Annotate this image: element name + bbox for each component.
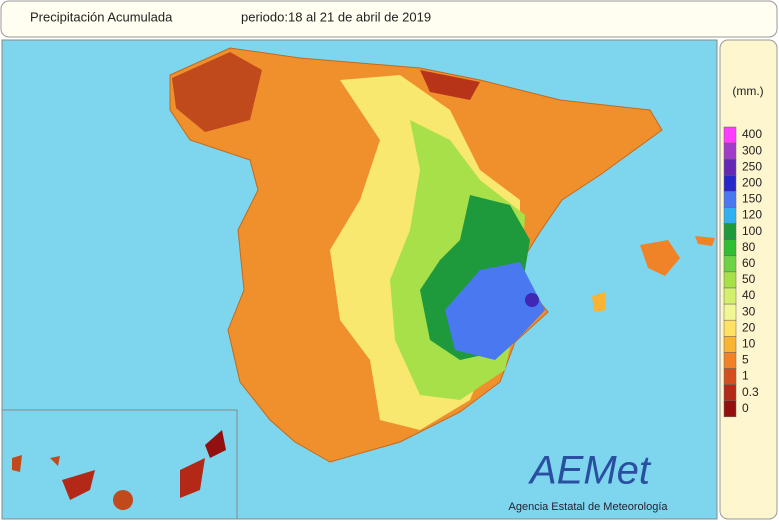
legend-swatch bbox=[723, 352, 737, 369]
legend-label: 1 bbox=[742, 369, 749, 383]
legend-label: 400 bbox=[742, 127, 762, 141]
legend-swatch bbox=[723, 400, 737, 418]
logo-name: AEMet bbox=[528, 449, 652, 493]
legend-label: 100 bbox=[742, 224, 762, 238]
legend-swatch bbox=[723, 368, 737, 385]
legend-swatch bbox=[723, 158, 737, 176]
legend-swatch bbox=[723, 303, 737, 321]
legend-label: 10 bbox=[742, 337, 756, 351]
legend-swatch bbox=[723, 287, 737, 305]
island bbox=[12, 455, 22, 472]
legend-label: 150 bbox=[742, 192, 762, 206]
max-spot bbox=[525, 293, 539, 307]
legend-label: 50 bbox=[742, 272, 756, 286]
legend-label: 5 bbox=[742, 353, 749, 367]
legend-swatch bbox=[723, 126, 737, 144]
legend-label: 20 bbox=[742, 320, 756, 334]
legend-label: 0.3 bbox=[742, 385, 759, 399]
legend: 400 300 250 200 150 120 100 80 60 50 40 30 20 10 5 1 0.3… bbox=[723, 126, 762, 418]
north-dry bbox=[420, 70, 480, 100]
mallorca bbox=[640, 240, 680, 276]
island bbox=[180, 458, 205, 498]
legend-label: 120 bbox=[742, 208, 762, 222]
header-box bbox=[0, 0, 778, 38]
blue-core bbox=[445, 262, 545, 360]
title: Precipitación Acumulada bbox=[30, 9, 173, 24]
island bbox=[113, 490, 133, 510]
ibiza bbox=[592, 292, 606, 312]
legend-unit: (mm.) bbox=[732, 84, 763, 98]
legend-swatch bbox=[723, 142, 737, 160]
legend-swatch bbox=[723, 239, 737, 257]
galicia-dry bbox=[172, 52, 262, 132]
period: periodo:18 al 21 de abril de 2019 bbox=[241, 9, 431, 24]
legend-label: 40 bbox=[742, 288, 756, 302]
menorca bbox=[695, 236, 715, 246]
legend-label: 80 bbox=[742, 240, 756, 254]
legend-swatch bbox=[723, 255, 737, 273]
legend-swatch bbox=[723, 191, 737, 208]
legend-swatch bbox=[723, 336, 737, 353]
legend-swatch bbox=[723, 207, 737, 224]
legend-swatch bbox=[723, 271, 737, 289]
island bbox=[205, 430, 226, 458]
legend-label: 0 bbox=[742, 401, 749, 415]
legend-swatch bbox=[723, 223, 737, 240]
legend-swatch bbox=[723, 384, 737, 401]
island bbox=[62, 470, 95, 500]
legend-label: 200 bbox=[742, 176, 762, 190]
legend-label: 30 bbox=[742, 304, 756, 318]
island bbox=[50, 456, 60, 466]
legend-swatch bbox=[723, 319, 737, 337]
legend-label: 300 bbox=[742, 143, 762, 157]
canary-box bbox=[1, 409, 238, 520]
legend-label: 60 bbox=[742, 256, 756, 270]
legend-label: 250 bbox=[742, 159, 762, 173]
logo-subtitle: Agencia Estatal de Meteorología bbox=[509, 501, 669, 513]
legend-swatch bbox=[723, 175, 737, 192]
